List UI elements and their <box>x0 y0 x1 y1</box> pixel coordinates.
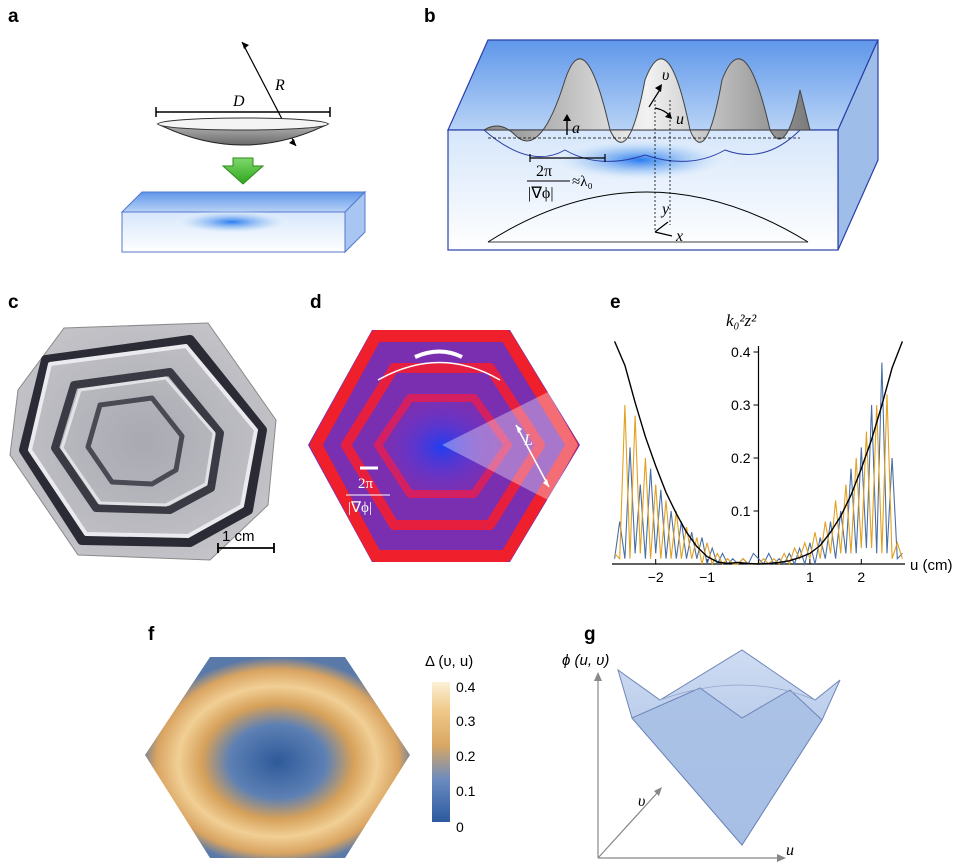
v-direction-arrowhead <box>655 84 662 92</box>
v-direction-arrow <box>648 87 662 108</box>
cone-front <box>631 687 823 846</box>
focus-spot <box>172 210 292 234</box>
e-ytick-label-3: 0.4 <box>731 344 751 360</box>
down-arrow-icon <box>221 157 265 185</box>
corrugated-surface <box>482 58 811 143</box>
g-v-axis <box>597 791 659 859</box>
g-v-arrowhead <box>654 787 662 796</box>
panel-c-label: c <box>8 292 19 313</box>
scale-bar-label: 1 cm <box>222 528 255 545</box>
chart-e: −2 −1 1 2 0.1 0.2 0.3 0.4 <box>612 341 905 585</box>
diameter-label: D <box>232 93 245 110</box>
e-ylabel: k₀²z² <box>726 311 757 330</box>
panel-f-label: f <box>148 624 155 645</box>
e-xtick-label-2: 1 <box>806 569 814 585</box>
colorbar-title: Δ (υ, u) <box>425 653 473 670</box>
d-frac-denominator: |∇ϕ| <box>348 500 372 516</box>
phase-ring-red-1 <box>310 330 578 562</box>
wavelength-approx: ≈λ₀ <box>572 174 593 190</box>
radius-arrowhead-top <box>242 42 249 49</box>
radius-arrowhead-bottom <box>289 139 296 146</box>
g-u-label: u <box>786 842 794 859</box>
x-axis-arrow <box>654 231 673 237</box>
panel-a: a R D <box>8 6 367 254</box>
phase-ring-red-3 <box>374 394 512 498</box>
panel-b-label: b <box>424 6 436 27</box>
panel-c: c 1 cm <box>8 292 277 561</box>
colorbar <box>432 682 450 822</box>
slab-a-top <box>120 191 367 213</box>
colorbar-tick-1: 0.3 <box>456 713 476 729</box>
ring-light-2 <box>60 376 216 507</box>
d-frac-numerator: 2π <box>358 476 374 492</box>
e-ytick-label-1: 0.2 <box>731 450 751 466</box>
y-axis-arrow <box>654 221 669 233</box>
g-zlabel: ϕ (u, υ) <box>562 652 609 669</box>
panel-d-label: d <box>310 292 322 313</box>
colorbar-tick-0: 0.4 <box>456 679 476 695</box>
panel-g-label: g <box>584 624 596 645</box>
ring-dark-3 <box>85 395 185 487</box>
e-ytick-label-0: 0.1 <box>731 503 751 519</box>
amplitude-arrowhead <box>563 114 571 121</box>
e-xtick-label-0: −2 <box>648 569 664 585</box>
gap-map-hexagon <box>145 657 410 858</box>
ring-dark-2 <box>51 368 224 514</box>
phase-center <box>384 397 500 493</box>
ring-light-1 <box>28 344 258 538</box>
colorbar-tick-2: 0.2 <box>456 748 476 764</box>
e-series-0 <box>614 362 903 567</box>
cone-rim <box>659 684 816 701</box>
L-arrow <box>515 424 550 488</box>
g-z-arrowhead <box>594 672 602 681</box>
u-label: u <box>676 111 684 128</box>
wavelength-denominator: |∇ϕ| <box>528 185 554 202</box>
panel-e: e k₀²z² u (cm) −2 −1 1 2 0.1 0.2 0.3 0.4 <box>610 292 953 585</box>
x-label: x <box>675 228 683 245</box>
sector-wedge <box>442 392 578 500</box>
colorbar-tick-3: 0.1 <box>456 783 476 799</box>
radius-label: R <box>274 77 285 94</box>
amplitude-label: a <box>572 120 580 137</box>
e-series-2 <box>613 341 904 565</box>
g-v-label: υ <box>638 793 645 810</box>
phase-ring-red-2 <box>341 363 545 530</box>
L-arrowheads <box>516 425 549 487</box>
u-direction-arrowhead <box>665 112 672 119</box>
y-label: y <box>660 201 670 218</box>
arc-guide <box>377 361 501 381</box>
lens-top-face <box>157 117 329 131</box>
panel-g: g ϕ (u, υ) υ u <box>562 624 841 862</box>
surface-contour <box>483 129 801 162</box>
panel-d: d L 2π |∇ϕ| <box>308 292 580 562</box>
e-ytick-label-2: 0.3 <box>731 397 751 413</box>
e-xtick-label-1: −1 <box>699 569 715 585</box>
panel-f: f Δ (υ, u) 0.4 0.3 0.2 0.1 0 <box>145 624 476 858</box>
L-label: L <box>523 432 533 449</box>
panel-a-label: a <box>8 6 19 27</box>
slab-b-spot <box>545 138 735 182</box>
e-xlabel: u (cm) <box>910 557 953 574</box>
dome-arc <box>487 191 809 243</box>
wavelength-numerator: 2π <box>536 163 552 180</box>
colorbar-tick-4: 0 <box>456 819 464 835</box>
v-label: υ <box>662 67 669 84</box>
arc-highlight <box>414 349 463 359</box>
ring-dark-1 <box>19 335 267 547</box>
panel-b: b a 2π |∇ϕ| ≈λ₀ υ u y x <box>424 6 879 251</box>
panel-e-label: e <box>610 292 621 313</box>
e-xtick-label-3: 2 <box>857 569 865 585</box>
g-u-arrowhead <box>777 854 786 862</box>
